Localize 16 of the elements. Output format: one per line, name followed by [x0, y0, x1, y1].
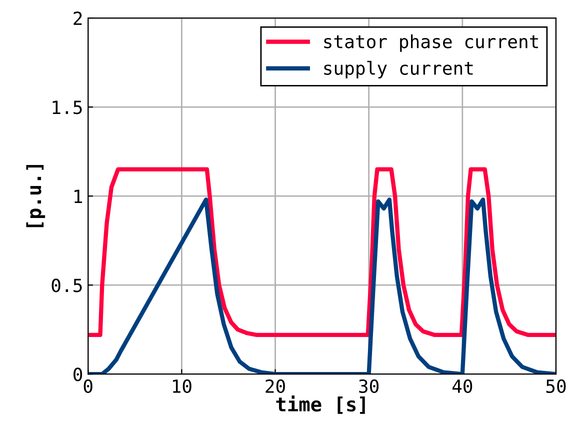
y-tick-label: 1 [74, 190, 82, 203]
y-tick-label: 0 [74, 368, 82, 382]
x-tick-label: 20 [266, 379, 285, 394]
y-tick-label: 2 [74, 12, 82, 25]
x-tick-label: 30 [359, 379, 379, 394]
y-tick-label: 0.5 [52, 278, 82, 292]
x-tick-label: 50 [546, 379, 566, 394]
x-tick-label: 0 [84, 379, 92, 394]
x-axis-title: time [s] [276, 395, 365, 414]
y-tick-label: 1.5 [52, 100, 82, 114]
legend-label: supply current [324, 60, 473, 78]
x-tick-label: 10 [172, 379, 192, 394]
legend-label: stator phase current [324, 34, 538, 52]
line-series [88, 167, 556, 338]
x-tick-label: 40 [452, 379, 472, 394]
y-axis-title: [p.u.] [26, 164, 46, 228]
